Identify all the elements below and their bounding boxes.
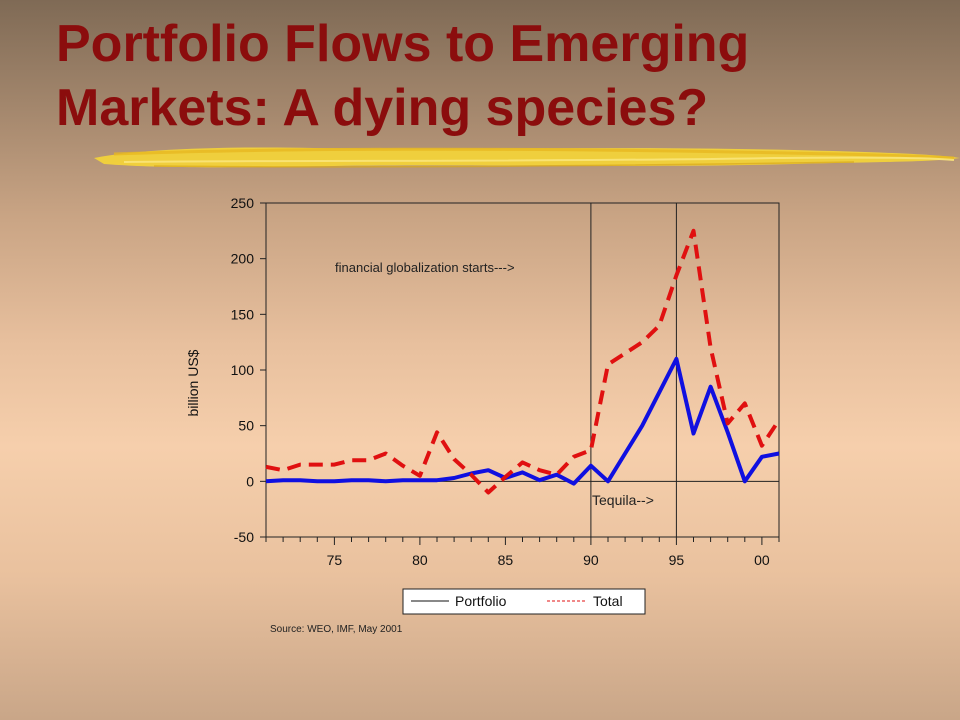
legend-label-total: Total	[593, 593, 623, 609]
y-tick-label: -50	[234, 529, 254, 545]
x-tick-label: 95	[669, 552, 685, 568]
annotation-financial-globalization: financial globalization starts--->	[335, 260, 515, 275]
slide-title: Portfolio Flows to Emerging Markets: A d…	[56, 12, 936, 140]
series-group	[265, 228, 781, 495]
title-line-1: Portfolio Flows to Emerging	[56, 15, 750, 73]
y-tick-label: 100	[231, 362, 255, 378]
legend-label-portfolio: Portfolio	[455, 593, 507, 609]
legend: Portfolio Total	[402, 588, 646, 615]
legend-box	[402, 588, 646, 615]
annotation-tequila: Tequila-->	[592, 492, 654, 508]
brush-stroke-divider	[94, 147, 960, 168]
x-tick-label: 90	[583, 552, 599, 568]
y-tick-label: 200	[231, 251, 255, 267]
y-tick-label: 150	[231, 306, 255, 322]
y-tick-label: 0	[246, 473, 254, 489]
y-axis-label: billion US$	[185, 349, 201, 416]
plot-frame	[265, 202, 780, 538]
x-tick-label: 80	[412, 552, 428, 568]
x-tick-label: 75	[327, 552, 343, 568]
event-lines	[590, 203, 677, 537]
title-line-2: Markets: A dying species?	[56, 79, 709, 137]
x-tick-label: 00	[754, 552, 770, 568]
source-note: Source: WEO, IMF, May 2001	[270, 624, 403, 635]
x-tick-label: 85	[498, 552, 514, 568]
y-tick-label: 250	[231, 195, 255, 211]
y-axis: -50 0 50 100 150 200 250	[231, 195, 266, 545]
y-tick-label: 50	[238, 418, 254, 434]
x-axis: 75 80 85 90 95 00	[265, 537, 780, 568]
